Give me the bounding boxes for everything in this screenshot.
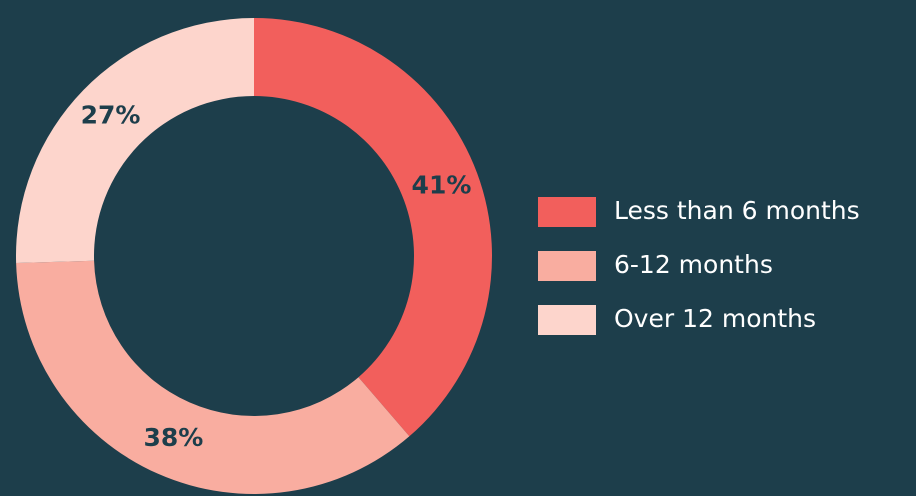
donut-slice bbox=[254, 18, 493, 437]
value-label: 27% bbox=[81, 101, 141, 130]
legend-swatch bbox=[538, 305, 596, 335]
legend-swatch bbox=[538, 197, 596, 227]
donut-slice bbox=[16, 260, 410, 495]
legend-label: Over 12 months bbox=[614, 304, 816, 333]
legend-label: Less than 6 months bbox=[614, 196, 860, 225]
value-label: 38% bbox=[143, 423, 203, 452]
legend-label: 6-12 months bbox=[614, 250, 773, 279]
value-label: 41% bbox=[412, 170, 472, 199]
legend-swatch bbox=[538, 251, 596, 281]
donut-slice bbox=[15, 18, 254, 264]
